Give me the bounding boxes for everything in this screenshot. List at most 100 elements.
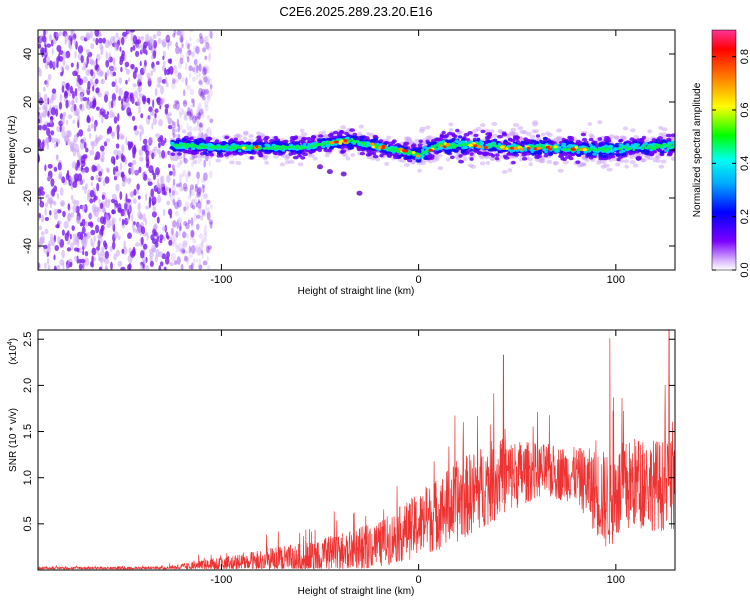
noise-blob — [196, 124, 201, 131]
noise-blob — [195, 244, 199, 253]
noise-blob — [189, 49, 191, 55]
signal-band — [497, 150, 502, 154]
noise-blob — [194, 118, 198, 123]
signal-outer — [618, 139, 623, 143]
signal-outer — [473, 133, 479, 138]
signal-outer — [511, 160, 516, 165]
noise-blob — [201, 238, 204, 245]
noise-blob — [203, 228, 206, 234]
noise-blob — [182, 101, 188, 107]
noise-blob — [198, 243, 203, 251]
noise-blob — [86, 116, 91, 124]
signal-outer — [483, 151, 490, 156]
signal-halo — [509, 132, 515, 137]
signal-outer — [369, 150, 374, 154]
noise-blob — [196, 191, 201, 198]
signal-band — [252, 141, 259, 145]
noise-blob — [113, 231, 119, 239]
noise-blob — [158, 251, 163, 258]
signal-band — [359, 135, 365, 139]
noise-blob — [183, 113, 188, 121]
noise-blob — [206, 248, 211, 254]
noise-blob — [183, 157, 188, 164]
signal-outer — [205, 136, 211, 141]
noise-blob — [196, 105, 200, 113]
noise-blob — [201, 210, 207, 217]
noise-blob — [193, 212, 197, 222]
noise-blob — [74, 87, 78, 97]
signal-band — [451, 137, 456, 141]
noise-blob — [112, 99, 116, 107]
signal-halo — [425, 125, 431, 130]
noise-blob — [91, 255, 94, 264]
signal-band — [316, 138, 322, 142]
noise-blob — [43, 30, 46, 37]
noise-blob — [187, 45, 191, 54]
noise-blob — [135, 50, 140, 58]
noise-blob — [183, 186, 188, 192]
signal-outer — [641, 135, 647, 140]
noise-blob — [54, 143, 57, 149]
noise-blob — [190, 202, 194, 209]
signal-halo — [501, 169, 508, 174]
signal-outer — [339, 129, 344, 134]
noise-blob — [151, 169, 155, 176]
signal-halo — [264, 160, 269, 165]
signal-halo — [660, 159, 667, 164]
noise-blob — [92, 85, 95, 92]
noise-blob — [136, 183, 140, 191]
signal-halo — [556, 128, 562, 133]
signal-outer — [439, 134, 445, 139]
noise-blob — [93, 197, 96, 203]
noise-blob — [139, 213, 143, 220]
noise-blob — [120, 36, 125, 46]
noise-blob — [194, 183, 198, 189]
noise-blob — [159, 104, 162, 110]
signal-halo — [497, 129, 503, 133]
noise-blob — [84, 235, 87, 245]
noise-blob — [89, 221, 93, 227]
signal-halo — [597, 120, 603, 125]
noise-blob — [49, 119, 52, 125]
noise-blob — [85, 32, 91, 41]
noise-blob — [140, 36, 145, 41]
noise-blob — [86, 55, 89, 65]
noise-blob — [147, 76, 152, 82]
noise-blob — [63, 221, 69, 229]
noise-blob — [91, 141, 95, 150]
signal-outer — [580, 132, 587, 137]
noise-blob — [178, 173, 182, 182]
noise-blob — [172, 126, 175, 136]
signal-peak — [486, 143, 491, 147]
noise-blob — [191, 198, 196, 206]
noise-blob — [82, 178, 85, 184]
noise-blob — [59, 259, 65, 266]
noise-blob — [70, 146, 75, 153]
noise-blob — [38, 97, 44, 106]
noise-blob — [192, 258, 197, 263]
signal-halo — [256, 131, 261, 136]
signal-outer — [372, 154, 379, 159]
noise-blob — [63, 135, 69, 143]
noise-blob — [115, 143, 120, 149]
noise-blob — [200, 249, 204, 255]
noise-blob — [94, 64, 99, 71]
noise-blob — [196, 64, 199, 74]
noise-blob — [91, 116, 94, 122]
signal-outer — [469, 157, 474, 161]
noise-blob — [148, 106, 153, 113]
noise-blob — [39, 236, 44, 245]
noise-blob — [76, 247, 80, 253]
noise-blob — [185, 40, 189, 49]
noise-blob — [171, 190, 176, 196]
noise-blob — [44, 228, 49, 235]
noise-blob — [137, 202, 141, 211]
noise-blob — [41, 35, 47, 43]
signal-band — [257, 141, 263, 146]
noise-blob — [183, 152, 186, 162]
noise-blob — [93, 124, 97, 132]
signal-halo — [181, 129, 187, 134]
noise-blob — [159, 234, 164, 241]
noise-blob — [101, 116, 104, 124]
signal-core — [422, 146, 428, 149]
